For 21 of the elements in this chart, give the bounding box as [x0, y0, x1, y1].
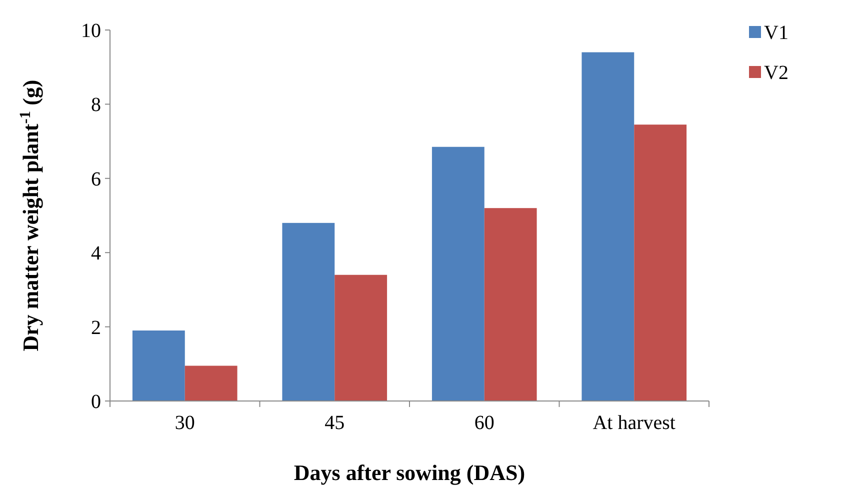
x-tick-label: 45 [324, 412, 345, 434]
x-axis-title: Days after sowing (DAS) [294, 460, 526, 485]
bar [484, 208, 537, 401]
bar [184, 366, 238, 401]
legend-label: V2 [764, 62, 788, 84]
bar [582, 52, 634, 401]
y-tick-label: 2 [91, 316, 101, 339]
y-tick-label: 8 [91, 94, 101, 116]
legend-label: V1 [764, 22, 788, 44]
y-tick-label: 0 [91, 391, 101, 413]
bar [282, 222, 335, 401]
bar [132, 330, 185, 401]
x-tick-label: 30 [174, 412, 195, 434]
bar [432, 146, 484, 401]
y-tick-label: 6 [91, 168, 101, 190]
y-tick-label: 10 [81, 20, 101, 42]
bar [334, 274, 388, 401]
y-tick-label: 4 [91, 242, 101, 265]
bar [634, 124, 687, 401]
x-tick-label: 60 [474, 412, 494, 434]
x-tick-label: At harvest [592, 412, 676, 434]
